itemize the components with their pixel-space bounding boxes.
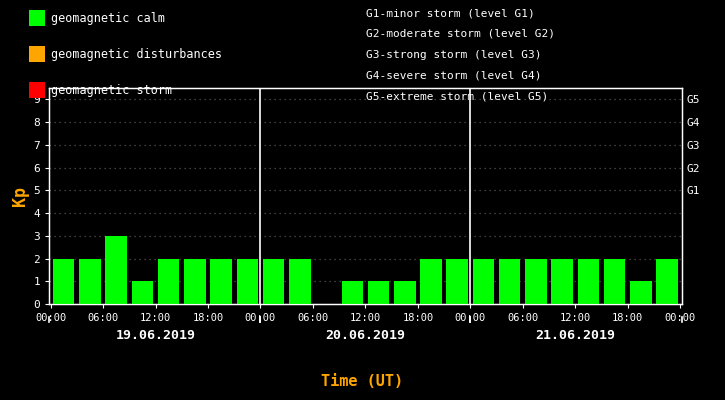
Bar xyxy=(552,258,573,304)
Bar xyxy=(53,258,75,304)
Bar xyxy=(263,258,284,304)
Bar xyxy=(525,258,547,304)
Text: G4-severe storm (level G4): G4-severe storm (level G4) xyxy=(366,70,542,80)
Bar xyxy=(578,258,599,304)
Text: geomagnetic storm: geomagnetic storm xyxy=(51,84,172,97)
Bar xyxy=(604,258,626,304)
Text: G2-moderate storm (level G2): G2-moderate storm (level G2) xyxy=(366,29,555,39)
Bar xyxy=(158,258,179,304)
Bar xyxy=(473,258,494,304)
Bar xyxy=(184,258,206,304)
Bar xyxy=(447,258,468,304)
Text: G5-extreme storm (level G5): G5-extreme storm (level G5) xyxy=(366,91,548,101)
Text: Time (UT): Time (UT) xyxy=(321,374,404,389)
Bar xyxy=(79,258,101,304)
Text: 20.06.2019: 20.06.2019 xyxy=(326,329,405,342)
Bar xyxy=(630,281,652,304)
Bar xyxy=(499,258,521,304)
Bar xyxy=(368,281,389,304)
Bar xyxy=(341,281,363,304)
Text: geomagnetic calm: geomagnetic calm xyxy=(51,12,165,25)
Y-axis label: Kp: Kp xyxy=(12,186,29,206)
Text: G1-minor storm (level G1): G1-minor storm (level G1) xyxy=(366,8,535,18)
Text: geomagnetic disturbances: geomagnetic disturbances xyxy=(51,48,222,61)
Bar xyxy=(289,258,310,304)
Bar xyxy=(210,258,232,304)
Bar xyxy=(236,258,258,304)
Text: G3-strong storm (level G3): G3-strong storm (level G3) xyxy=(366,50,542,60)
Text: 21.06.2019: 21.06.2019 xyxy=(535,329,616,342)
Bar xyxy=(656,258,678,304)
Bar xyxy=(420,258,442,304)
Text: 19.06.2019: 19.06.2019 xyxy=(115,329,196,342)
Bar xyxy=(132,281,153,304)
Bar xyxy=(394,281,415,304)
Bar xyxy=(105,236,127,304)
